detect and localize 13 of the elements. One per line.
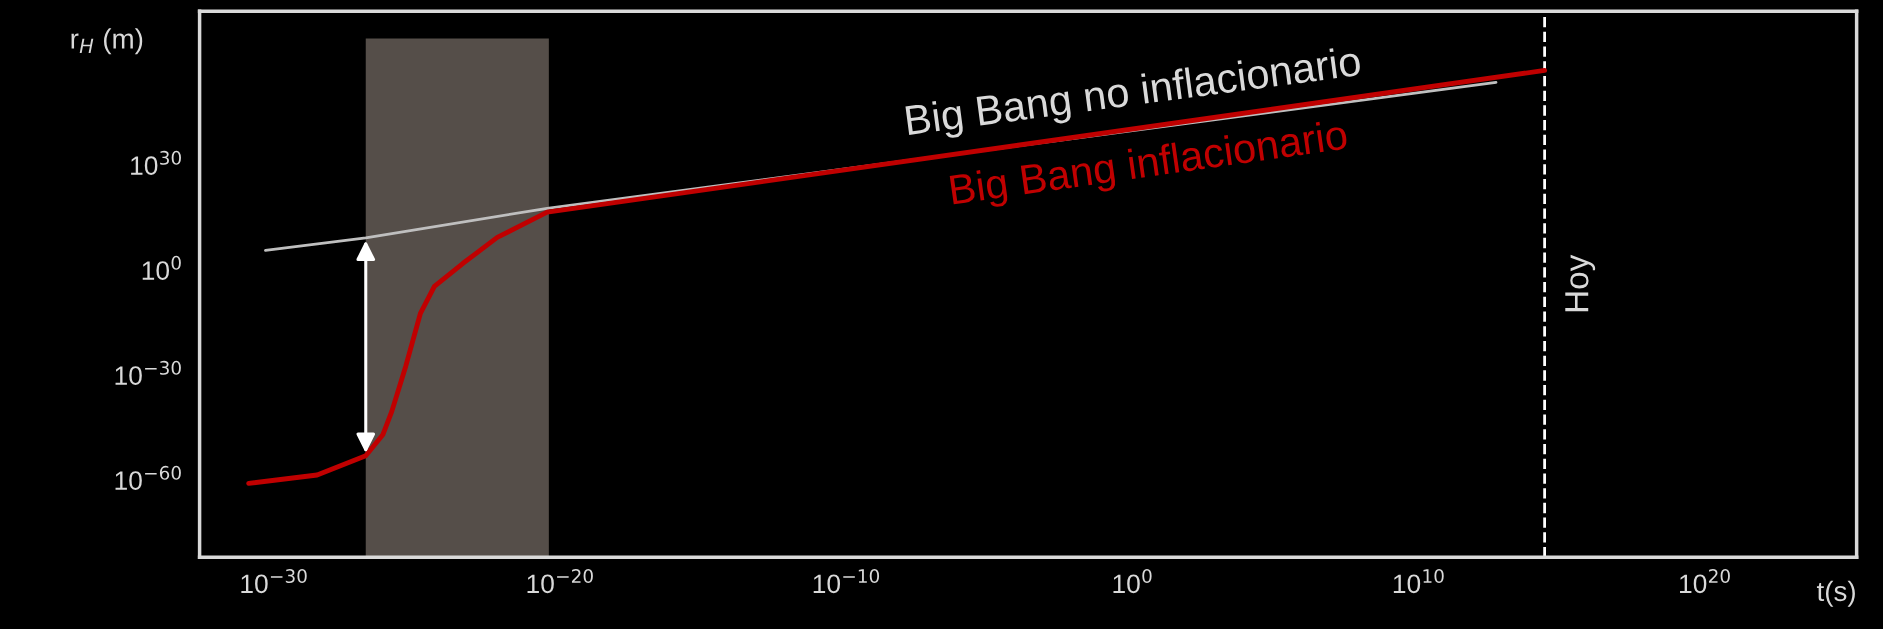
x-tick-label: 10$^{−30}$ bbox=[241, 569, 307, 594]
x-tick-label: 10$^{0}$ bbox=[1113, 569, 1152, 594]
x-tick-label: 10$^{−10}$ bbox=[813, 569, 880, 594]
y-tick-label: 10$^{30}$ bbox=[131, 150, 181, 175]
x-tick-label: 10$^{−20}$ bbox=[527, 569, 593, 594]
x-tick-label: 10$^{10}$ bbox=[1393, 569, 1444, 594]
y-tick-label: 10$^{−30}$ bbox=[115, 360, 181, 385]
y-axis-title: r$_{H}$ (m) bbox=[71, 28, 143, 55]
y-tick-label: 10$^{−60}$ bbox=[115, 465, 181, 490]
x-axis-title: t(s) bbox=[1816, 580, 1855, 607]
ref-line-label: Hoy bbox=[1565, 254, 1596, 312]
y-tick-label: 10$^{0}$ bbox=[142, 255, 181, 280]
x-tick-label: 10$^{20}$ bbox=[1680, 569, 1730, 594]
